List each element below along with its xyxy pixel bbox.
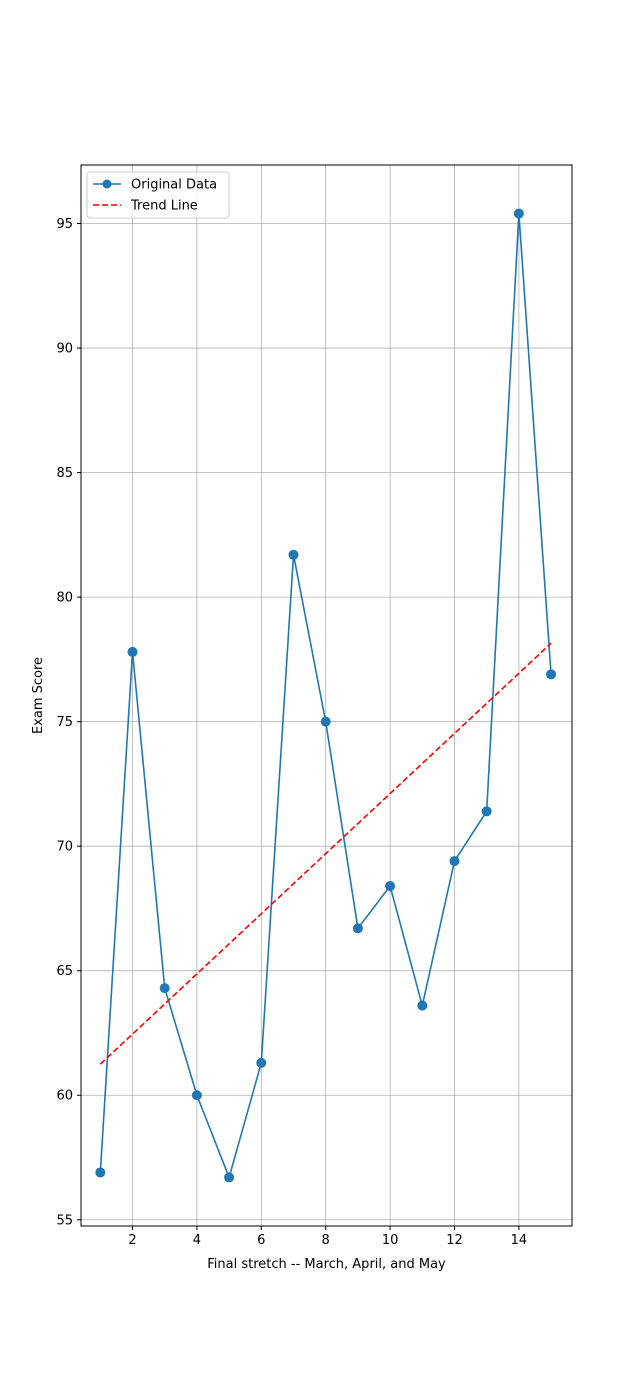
data-point xyxy=(481,806,492,817)
data-point xyxy=(159,983,170,994)
data-point xyxy=(449,856,460,867)
x-tick-label: 12 xyxy=(446,1233,463,1248)
x-tick-label: 8 xyxy=(322,1233,330,1248)
y-tick-label: 85 xyxy=(56,466,73,481)
y-tick-label: 60 xyxy=(56,1089,73,1104)
x-tick-label: 10 xyxy=(382,1233,399,1248)
data-point xyxy=(320,716,331,727)
data-point xyxy=(224,1172,235,1183)
legend: Original Data Trend Line xyxy=(86,171,230,219)
y-tick-label: 55 xyxy=(56,1213,73,1228)
data-point xyxy=(352,923,363,934)
y-tick-label: 65 xyxy=(56,964,73,979)
legend-label-original-data: Original Data xyxy=(131,178,217,193)
data-point xyxy=(385,881,396,892)
x-tick-label: 6 xyxy=(257,1233,265,1248)
data-point xyxy=(513,208,524,219)
y-tick-label: 90 xyxy=(56,342,73,357)
x-axis-label: Final stretch -- March, April, and May xyxy=(207,1257,446,1272)
axis-ticks: 2 4 6 8 10 12 14 55 60 65 70 75 80 85 90 95 xyxy=(56,217,527,1248)
y-tick-label: 70 xyxy=(56,840,73,855)
data-point xyxy=(546,669,557,680)
x-tick-label: 4 xyxy=(193,1233,201,1248)
data-point xyxy=(288,549,299,560)
x-tick-label: 2 xyxy=(128,1233,136,1248)
data-point xyxy=(417,1000,428,1011)
data-point xyxy=(191,1090,202,1101)
legend-marker-original-data xyxy=(102,179,112,189)
grid-lines xyxy=(81,165,572,1226)
data-point xyxy=(127,646,138,657)
y-tick-label: 95 xyxy=(56,217,73,232)
y-tick-label: 75 xyxy=(56,715,73,730)
series-layer xyxy=(95,208,557,1183)
data-point xyxy=(95,1167,106,1178)
plot-frame xyxy=(80,164,573,1227)
series-line-trend-line xyxy=(99,642,552,1065)
data-point xyxy=(256,1057,267,1068)
legend-label-trend-line: Trend Line xyxy=(130,199,198,214)
x-tick-label: 14 xyxy=(511,1233,528,1248)
y-axis-label: Exam Score xyxy=(31,657,46,734)
legend-box xyxy=(86,171,230,219)
y-tick-label: 80 xyxy=(56,591,73,606)
